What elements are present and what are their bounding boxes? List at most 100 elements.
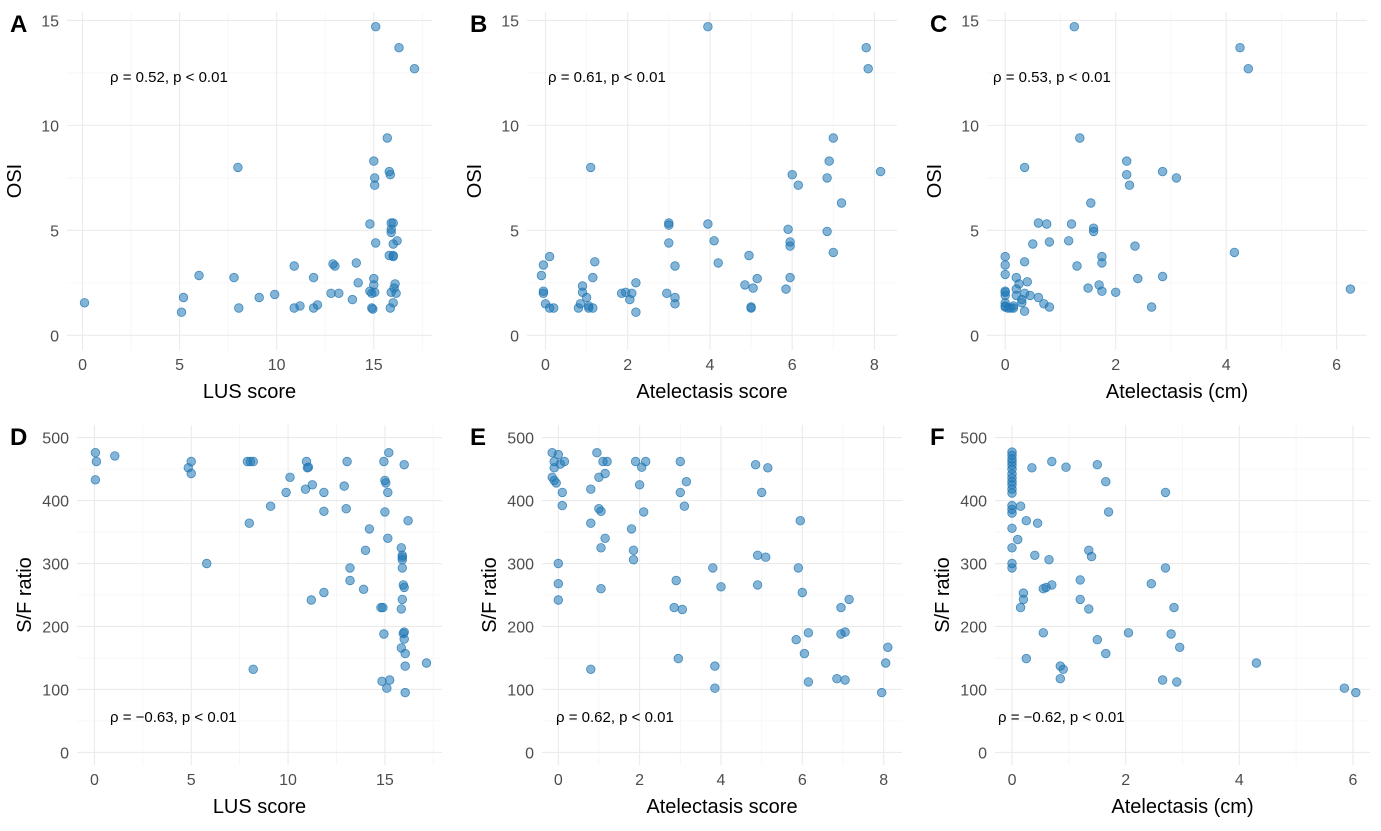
data-point: [1019, 257, 1030, 267]
data-point: [785, 272, 795, 283]
data-point: [1092, 635, 1103, 645]
data-point: [1038, 628, 1049, 638]
data-point: [1243, 63, 1254, 74]
x-tick-label: 0: [1008, 772, 1017, 789]
data-point: [90, 475, 101, 485]
data-point: [281, 487, 291, 498]
data-point: [1103, 507, 1114, 517]
panel-label: C: [930, 11, 947, 38]
data-point: [664, 238, 674, 248]
data-point: [345, 575, 355, 586]
data-point: [1157, 166, 1168, 177]
data-point: [803, 628, 814, 638]
data-point: [744, 250, 754, 261]
y-tick-label: 300: [960, 557, 987, 574]
x-tick-label: 0: [554, 772, 563, 789]
panel-label: A: [10, 11, 27, 38]
panel-d: 0 5 10 15 0 100 200 300 400 500 LUS score S/F ratio…: [10, 424, 442, 818]
data-point: [746, 303, 756, 313]
x-tick-label: 4: [1222, 357, 1231, 374]
data-point: [600, 468, 610, 479]
data-point: [378, 602, 388, 613]
data-point: [319, 487, 329, 498]
data-point: [1041, 219, 1052, 229]
data-point: [1000, 269, 1010, 280]
y-axis-title: OSI: [4, 164, 26, 198]
data-point: [319, 506, 329, 517]
data-point: [1033, 292, 1044, 303]
data-point: [675, 487, 686, 498]
data-point: [836, 602, 846, 613]
data-point: [400, 648, 410, 659]
data-point: [750, 460, 761, 470]
data-point: [1069, 22, 1080, 32]
data-point: [1063, 236, 1074, 246]
data-point: [1101, 648, 1111, 659]
data-point: [229, 272, 239, 283]
correlation-annotation: ρ = 0.52, p < 0.01: [110, 69, 228, 86]
data-point: [1019, 162, 1030, 173]
data-point: [634, 480, 645, 490]
data-point: [703, 219, 713, 229]
x-axis-title: Atelectasis score: [646, 796, 797, 818]
data-point: [840, 675, 850, 685]
data-point: [662, 288, 672, 299]
data-point: [1097, 258, 1107, 268]
data-point: [581, 292, 592, 303]
data-point: [671, 575, 681, 586]
correlation-annotation: ρ = −0.63, p < 0.01: [110, 709, 237, 726]
y-tick-label: 100: [42, 682, 69, 699]
data-point: [399, 460, 409, 470]
data-point: [559, 456, 570, 467]
data-point: [708, 563, 718, 573]
y-tick-label: 400: [507, 494, 534, 511]
data-point: [358, 584, 369, 595]
data-point: [1021, 516, 1032, 526]
data-point: [178, 292, 189, 303]
data-point: [379, 629, 389, 639]
y-axis-title: OSI: [924, 164, 946, 198]
data-point: [364, 524, 375, 534]
data-point: [1160, 563, 1171, 573]
panel-label: F: [930, 424, 945, 451]
x-tick-label: 2: [1111, 357, 1120, 374]
data-point: [1032, 518, 1043, 528]
data-point: [752, 273, 762, 284]
data-point: [295, 301, 305, 311]
panel-label: B: [470, 11, 487, 38]
x-tick-label: 0: [1001, 357, 1010, 374]
data-point: [1055, 674, 1066, 684]
data-point: [1066, 219, 1077, 229]
panel-a: 0 5 10 15 0 5 10 15 LUS score OSI Aρ = 0.52, p < 0…: [4, 11, 432, 403]
data-point: [388, 251, 398, 262]
data-point: [630, 456, 641, 467]
data-point: [285, 472, 295, 483]
data-point: [201, 558, 212, 569]
panel-c: 0 2 4 6 0 5 10 15 Atelectasis (cm) OSI Cρ = 0.53, …: [924, 11, 1367, 403]
y-tick-label: 300: [42, 557, 69, 574]
data-point: [631, 278, 641, 288]
data-point: [781, 284, 791, 294]
data-point: [840, 627, 850, 637]
data-point: [394, 43, 404, 53]
data-point: [385, 169, 396, 180]
x-axis-title: LUS score: [203, 381, 296, 403]
data-point: [1345, 284, 1356, 294]
data-point: [1047, 456, 1057, 467]
data-point: [586, 664, 596, 675]
data-point: [710, 683, 720, 693]
y-tick-label: 200: [960, 619, 987, 636]
data-point: [586, 162, 596, 173]
data-point: [1015, 602, 1026, 613]
x-tick-label: 0: [90, 772, 99, 789]
data-point: [1047, 580, 1057, 590]
data-point: [399, 634, 409, 644]
x-axis-title: Atelectasis (cm): [1111, 796, 1253, 818]
data-point: [248, 456, 258, 467]
x-tick-label: 15: [376, 772, 394, 789]
data-point: [586, 484, 596, 494]
x-tick-label: 10: [279, 772, 297, 789]
data-point: [1083, 283, 1093, 293]
data-point: [370, 180, 380, 190]
data-point: [787, 169, 797, 180]
